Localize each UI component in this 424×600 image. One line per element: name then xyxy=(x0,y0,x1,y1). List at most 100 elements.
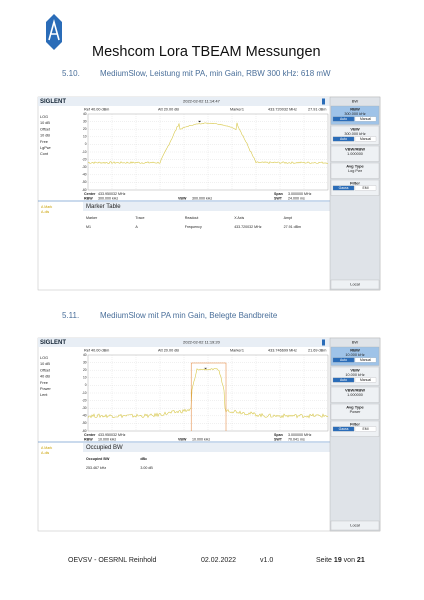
menu-label: VBW/RBW xyxy=(345,388,365,393)
status-text: Marker1 xyxy=(230,108,244,112)
toggle-label: Manual xyxy=(360,358,371,362)
side-label: 10 dB xyxy=(40,121,50,125)
scale-label: 20 xyxy=(83,368,87,372)
menu-item xyxy=(330,162,380,179)
toggle-label: Manual xyxy=(360,378,371,382)
menu-value: 300.000 kHz xyxy=(344,132,365,136)
menu-label: VBW/RBW xyxy=(345,147,365,152)
info-label: Center xyxy=(84,433,96,437)
trace xyxy=(87,368,329,419)
scale-label: -50 xyxy=(82,180,87,184)
menu-label: VBW xyxy=(350,127,360,132)
column-header: Readout xyxy=(185,216,199,220)
timestamp: 2022-02-02 11:19:20 xyxy=(183,340,221,345)
status-text: Ref 40.00 dBm xyxy=(84,349,109,353)
title-bar xyxy=(38,338,330,347)
section-number: 5.11. xyxy=(62,311,79,320)
menu-value: 300.000 kHz xyxy=(344,112,365,116)
menu-item xyxy=(330,386,380,403)
status-text: 433.720032 MHz xyxy=(268,108,297,112)
toggle xyxy=(354,357,377,363)
brand: SIGLENT xyxy=(40,99,66,105)
scale-label: 20 xyxy=(83,127,87,131)
menu-label: RBW xyxy=(350,107,360,112)
scale-label: -20 xyxy=(82,398,87,402)
menu-title: BW xyxy=(352,99,359,104)
toggle xyxy=(354,426,377,432)
side-label: Free xyxy=(40,140,48,144)
menu-footer-label: Local xyxy=(350,282,360,287)
info-value: 3.000000 MHz xyxy=(288,192,312,196)
info-label: Span xyxy=(274,433,283,437)
panel-title: Occupied BW xyxy=(86,445,123,451)
side-label: 10 dB xyxy=(40,134,50,138)
toggle xyxy=(332,185,355,191)
battery xyxy=(322,98,325,105)
toggle-label: EMI xyxy=(362,427,368,431)
scale-label: 30 xyxy=(83,360,87,364)
info-label: RBW xyxy=(84,196,93,200)
footer-author: OEVSV - OESRNL Reinhold xyxy=(68,557,157,564)
scale-label: -10 xyxy=(82,391,87,395)
side-label: Lent xyxy=(40,393,48,397)
scale-label: -40 xyxy=(82,173,87,177)
document-title: Meshcom Lora TBEAM Messungen xyxy=(92,44,321,60)
menu-item xyxy=(330,403,380,420)
marker-symbol xyxy=(198,120,202,123)
info-value: 433.950032 MHz xyxy=(98,192,126,196)
info-value: 10.000 kHz xyxy=(192,437,210,441)
menu-label: VBW xyxy=(350,368,360,373)
toggle xyxy=(332,136,355,142)
footer-page: Seite 19 von 21 xyxy=(316,557,365,564)
status-text: 27.91 dBm xyxy=(308,108,326,112)
info-value: 300.000 kHz xyxy=(192,196,212,200)
menu-label: Avg Type xyxy=(346,405,364,410)
info-value: 24.000 ms xyxy=(288,196,305,200)
toggle xyxy=(332,426,355,432)
scale-label: -60 xyxy=(82,188,87,192)
side-label: LOG xyxy=(40,356,48,360)
scale-label: -60 xyxy=(82,429,87,433)
section-title: MediumSlow, Leistung mit PA, min Gain, R… xyxy=(100,69,331,78)
toggle-label: Auto xyxy=(340,117,347,121)
menu-footer-label: Local xyxy=(350,523,360,528)
mode-label: A-dis xyxy=(41,451,49,455)
status-text: Ref 40.00 dBm xyxy=(84,108,109,112)
toggle xyxy=(332,377,355,383)
toggle xyxy=(332,116,355,122)
toggle xyxy=(354,185,377,191)
cell: 433.720032 MHz xyxy=(234,225,262,229)
toggle-label: Gauss xyxy=(339,186,349,190)
side-label: Free xyxy=(40,381,48,385)
info-label: RBW xyxy=(84,437,93,441)
toggle xyxy=(354,136,377,142)
scale-label: -40 xyxy=(82,414,87,418)
scale-label: 40 xyxy=(83,112,87,116)
menu-label: Filter xyxy=(350,422,360,427)
side-label: Power xyxy=(40,387,51,391)
menu-value: Power xyxy=(350,410,361,414)
column-header: Trace xyxy=(135,216,144,220)
toggle xyxy=(354,116,377,122)
menu-value: 1.000000 xyxy=(347,152,363,156)
info-value: 433.950032 MHz xyxy=(98,433,126,437)
menu-value: Log Pwr xyxy=(348,169,363,173)
info-value: 70.041 ms xyxy=(288,437,305,441)
info-label: SWT xyxy=(274,196,283,200)
scale-label: 10 xyxy=(83,135,87,139)
status-text: 433.746699 MHz xyxy=(268,349,297,353)
menu-footer xyxy=(330,520,380,531)
menu-item xyxy=(330,145,380,162)
status-text: 21.69 dBm xyxy=(308,349,326,353)
menu-label: Avg Type xyxy=(346,164,364,169)
marker-symbol xyxy=(204,367,208,370)
cell: M1 xyxy=(86,225,91,229)
mode-label: A Mark xyxy=(41,205,52,209)
toggle xyxy=(354,377,377,383)
scale-label: -50 xyxy=(82,421,87,425)
column-header: Marker xyxy=(86,216,98,220)
info-value: 10.000 kHz xyxy=(98,437,116,441)
status-text: Att 20.00 dB xyxy=(158,349,179,353)
status-text: Att 20.00 dB xyxy=(158,108,179,112)
